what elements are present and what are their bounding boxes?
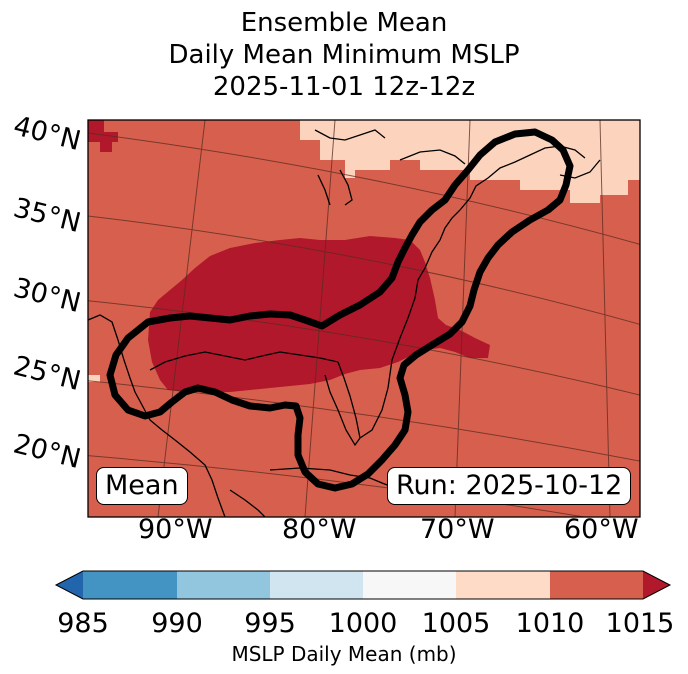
colorbar-extend-high bbox=[643, 571, 670, 599]
colorbar-tick-985: 985 bbox=[57, 608, 109, 639]
colorbar-tick-1010: 1010 bbox=[515, 608, 585, 639]
colorbar-bin-995-1000 bbox=[270, 571, 363, 599]
colorbar-outline bbox=[54, 570, 672, 600]
colorbar-bin-1005-1010 bbox=[456, 571, 550, 599]
field-1015-plus bbox=[148, 236, 490, 392]
colorbar-bin-985-990 bbox=[83, 571, 177, 599]
lon-label-80w: 80°W bbox=[282, 514, 357, 545]
map-frame bbox=[87, 119, 641, 518]
colorbar bbox=[54, 570, 672, 600]
colorbar-tick-1015: 1015 bbox=[605, 608, 675, 639]
colorbar-tick-995: 995 bbox=[244, 608, 296, 639]
colorbar-label: MSLP Daily Mean (mb) bbox=[231, 642, 457, 666]
colorbar-tick-990: 990 bbox=[151, 608, 203, 639]
mean-contour bbox=[106, 128, 574, 492]
title-line-1: Ensemble Mean bbox=[240, 8, 448, 38]
title-line-2: Daily Mean Minimum MSLP bbox=[168, 40, 520, 70]
lon-label-60w: 60°W bbox=[564, 514, 639, 545]
colorbar-extend-low bbox=[56, 571, 83, 599]
colorbar-bin-1010-1015 bbox=[550, 571, 643, 599]
colorbar-tick-1000: 1000 bbox=[328, 608, 398, 639]
field-1015-plus-corner bbox=[88, 120, 118, 152]
colorbar-bin-990-995 bbox=[177, 571, 270, 599]
title-line-3: 2025-11-01 12z-12z bbox=[212, 72, 476, 102]
mean-badge: Mean bbox=[96, 467, 188, 505]
field-1005-1010-sw bbox=[88, 375, 100, 382]
colorbar-bin-1000-1005 bbox=[363, 571, 456, 599]
map-field bbox=[88, 120, 640, 517]
colorbar-tick-1005: 1005 bbox=[421, 608, 491, 639]
run-date-badge: Run: 2025-10-12 bbox=[387, 467, 632, 505]
lon-label-70w: 70°W bbox=[420, 514, 495, 545]
lon-label-90w: 90°W bbox=[138, 514, 213, 545]
